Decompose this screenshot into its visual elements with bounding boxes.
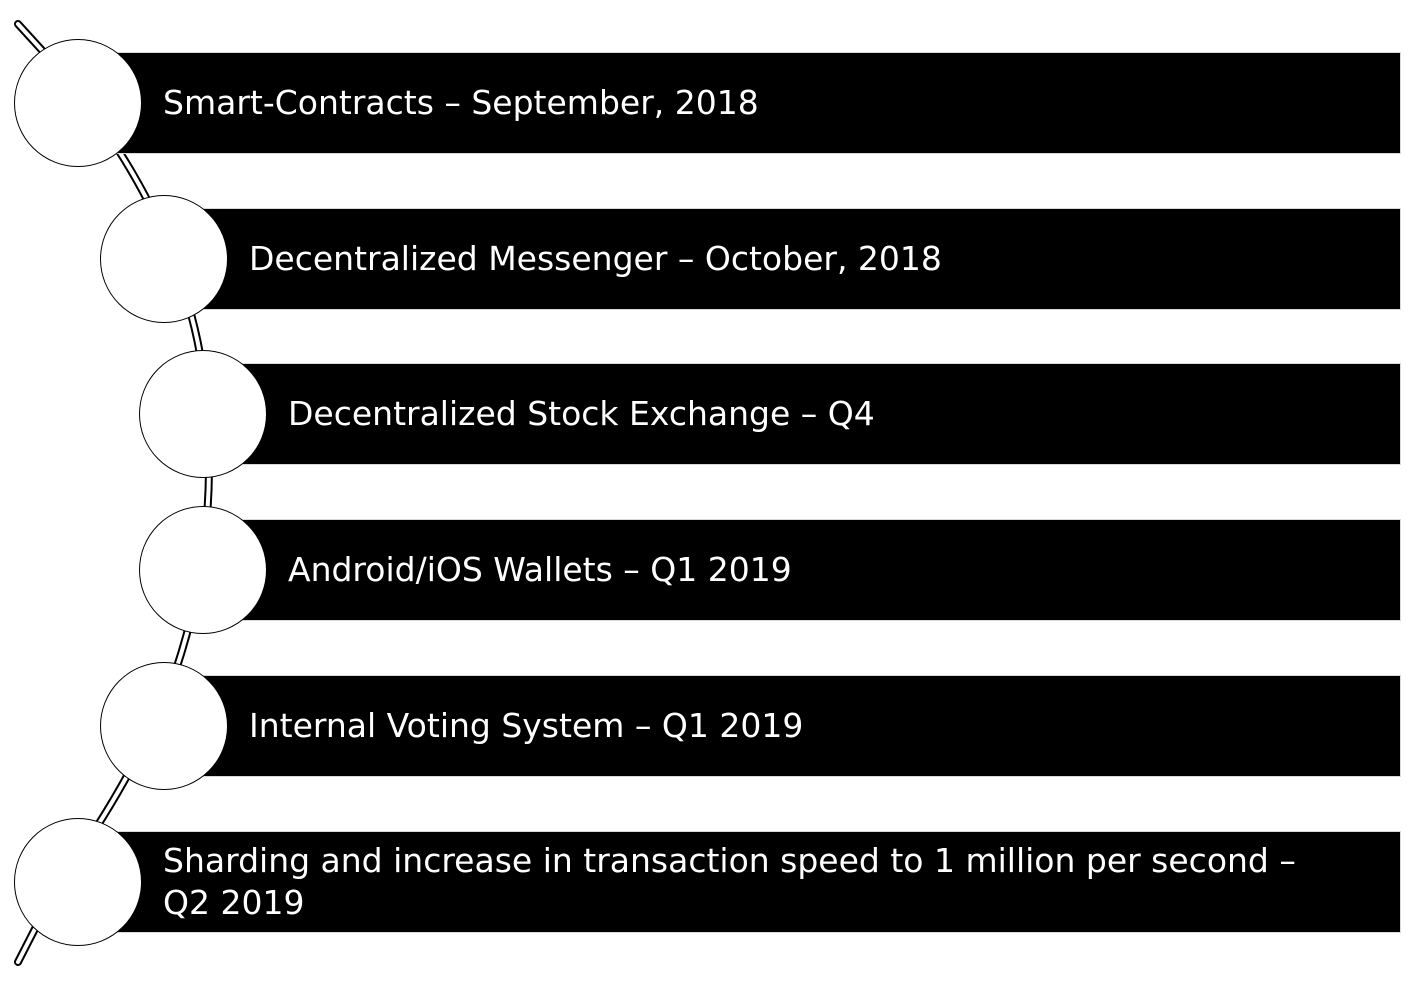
milestone-circle-node — [139, 350, 267, 478]
milestone-bar-android-ios-wallets: Android/iOS Wallets – Q1 2019 — [237, 519, 1401, 621]
milestone-bar-decentralized-messenger: Decentralized Messenger – October, 2018 — [198, 208, 1401, 310]
milestone-label: Android/iOS Wallets – Q1 2019 — [288, 550, 792, 589]
milestone-circle-node — [14, 39, 142, 167]
timeline-connector-inner — [16, 22, 212, 964]
milestone-circle-node — [14, 818, 142, 946]
milestone-label: Decentralized Stock Exchange – Q4 — [288, 394, 875, 433]
milestone-label: Internal Voting System – Q1 2019 — [249, 706, 804, 745]
milestone-bar-smart-contracts: Smart-Contracts – September, 2018 — [112, 52, 1401, 154]
milestone-circle-node — [100, 195, 228, 323]
milestone-bar-internal-voting-system: Internal Voting System – Q1 2019 — [198, 675, 1401, 777]
milestone-label: Decentralized Messenger – October, 2018 — [249, 239, 942, 278]
milestone-circle-node — [100, 662, 228, 790]
milestone-bar-sharding: Sharding and increase in transaction spe… — [112, 831, 1401, 933]
milestone-circle-node — [139, 506, 267, 634]
milestone-bar-decentralized-stock-exchange: Decentralized Stock Exchange – Q4 — [237, 363, 1401, 465]
milestone-label: Smart-Contracts – September, 2018 — [163, 83, 759, 122]
timeline-connector-outer — [14, 20, 214, 966]
milestone-label: Sharding and increase in transaction spe… — [163, 841, 1307, 922]
